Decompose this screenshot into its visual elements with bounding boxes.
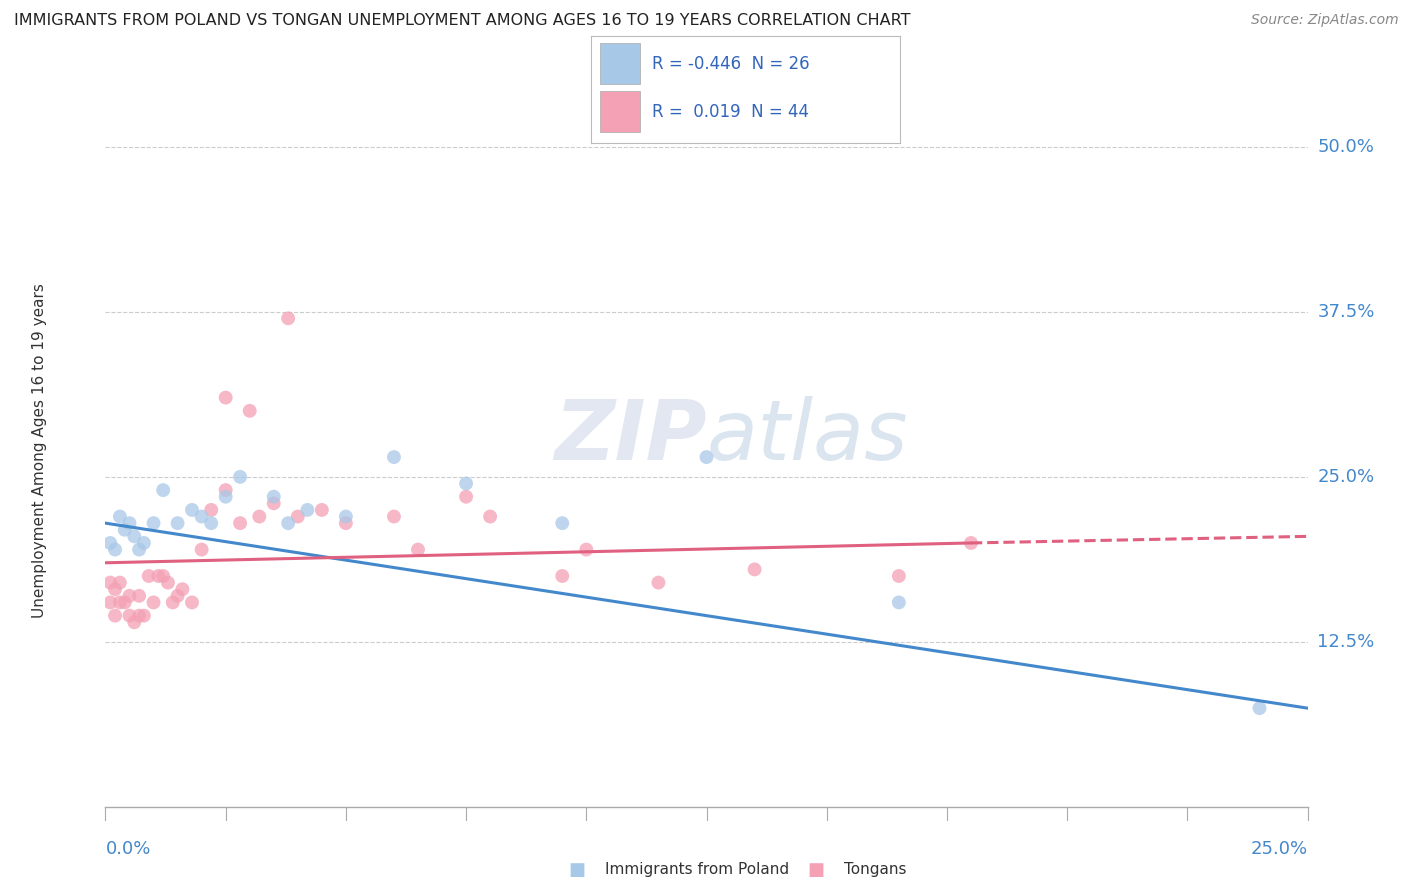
Point (138, 569, 160, 583)
Point (104, 608, 127, 623)
Point (108, 595, 131, 609)
Point (132, 536, 155, 550)
Point (551, 569, 574, 583)
Point (114, 595, 136, 609)
Point (128, 542, 150, 557)
Point (128, 589, 150, 603)
Point (575, 542, 598, 557)
Point (108, 509, 131, 524)
Text: 25.0%: 25.0% (1250, 840, 1308, 858)
Point (696, 450, 718, 464)
Text: Source: ZipAtlas.com: Source: ZipAtlas.com (1251, 13, 1399, 28)
Text: 25.0%: 25.0% (1317, 468, 1374, 486)
Bar (600, 43, 640, 84)
Point (142, 516, 165, 530)
Point (263, 496, 285, 510)
Point (104, 542, 127, 557)
Text: IMMIGRANTS FROM POLAND VS TONGAN UNEMPLOYMENT AMONG AGES 16 TO 19 YEARS CORRELAT: IMMIGRANTS FROM POLAND VS TONGAN UNEMPLO… (14, 13, 911, 29)
Point (960, 536, 983, 550)
Point (247, 509, 270, 524)
Point (162, 595, 184, 609)
Point (124, 529, 146, 543)
Point (887, 569, 910, 583)
Text: ■: ■ (568, 861, 585, 879)
Point (239, 404, 262, 418)
Point (479, 509, 502, 524)
Point (166, 589, 188, 603)
Point (335, 509, 357, 524)
Point (214, 483, 236, 497)
Point (200, 503, 222, 517)
Point (287, 509, 309, 524)
Text: 12.5%: 12.5% (1317, 633, 1375, 651)
Point (382, 509, 405, 524)
Point (190, 542, 212, 557)
Text: atlas: atlas (707, 396, 908, 476)
Point (181, 595, 204, 609)
Point (181, 503, 204, 517)
Point (277, 311, 299, 326)
Point (454, 476, 477, 491)
Point (887, 595, 910, 609)
Point (263, 490, 285, 504)
Point (311, 503, 333, 517)
Point (166, 516, 188, 530)
Text: 37.5%: 37.5% (1317, 302, 1375, 321)
Point (214, 391, 236, 405)
Point (382, 450, 405, 464)
Text: ■: ■ (807, 861, 824, 879)
Point (132, 608, 155, 623)
Point (98, 575, 121, 590)
Point (190, 509, 212, 524)
Point (118, 516, 141, 530)
Point (108, 575, 131, 590)
Point (114, 523, 136, 537)
Point (454, 490, 477, 504)
Text: Tongans: Tongans (844, 863, 905, 877)
Point (406, 542, 429, 557)
Point (551, 516, 574, 530)
Text: 50.0%: 50.0% (1317, 137, 1374, 155)
Point (98, 595, 121, 609)
Point (200, 516, 222, 530)
Point (98, 536, 121, 550)
Point (1249, 701, 1271, 715)
Text: R = -0.446  N = 26: R = -0.446 N = 26 (652, 54, 810, 72)
Bar (600, 91, 640, 132)
Point (148, 569, 170, 583)
Point (297, 503, 319, 517)
Point (156, 575, 179, 590)
Text: R =  0.019  N = 44: R = 0.019 N = 44 (652, 103, 810, 120)
Point (142, 595, 165, 609)
Point (128, 608, 150, 623)
Point (152, 483, 174, 497)
Point (229, 470, 252, 484)
Point (277, 516, 299, 530)
Point (104, 582, 127, 597)
Point (124, 615, 146, 630)
Point (118, 608, 141, 623)
Point (172, 582, 194, 597)
Point (647, 575, 669, 590)
Text: Unemployment Among Ages 16 to 19 years: Unemployment Among Ages 16 to 19 years (32, 283, 46, 618)
Point (335, 516, 357, 530)
Point (744, 562, 766, 576)
Point (229, 516, 252, 530)
Text: ZIP: ZIP (554, 396, 707, 476)
Point (152, 569, 174, 583)
Text: Immigrants from Poland: Immigrants from Poland (605, 863, 789, 877)
Text: 0.0%: 0.0% (105, 840, 150, 858)
Point (118, 589, 141, 603)
Point (214, 490, 236, 504)
